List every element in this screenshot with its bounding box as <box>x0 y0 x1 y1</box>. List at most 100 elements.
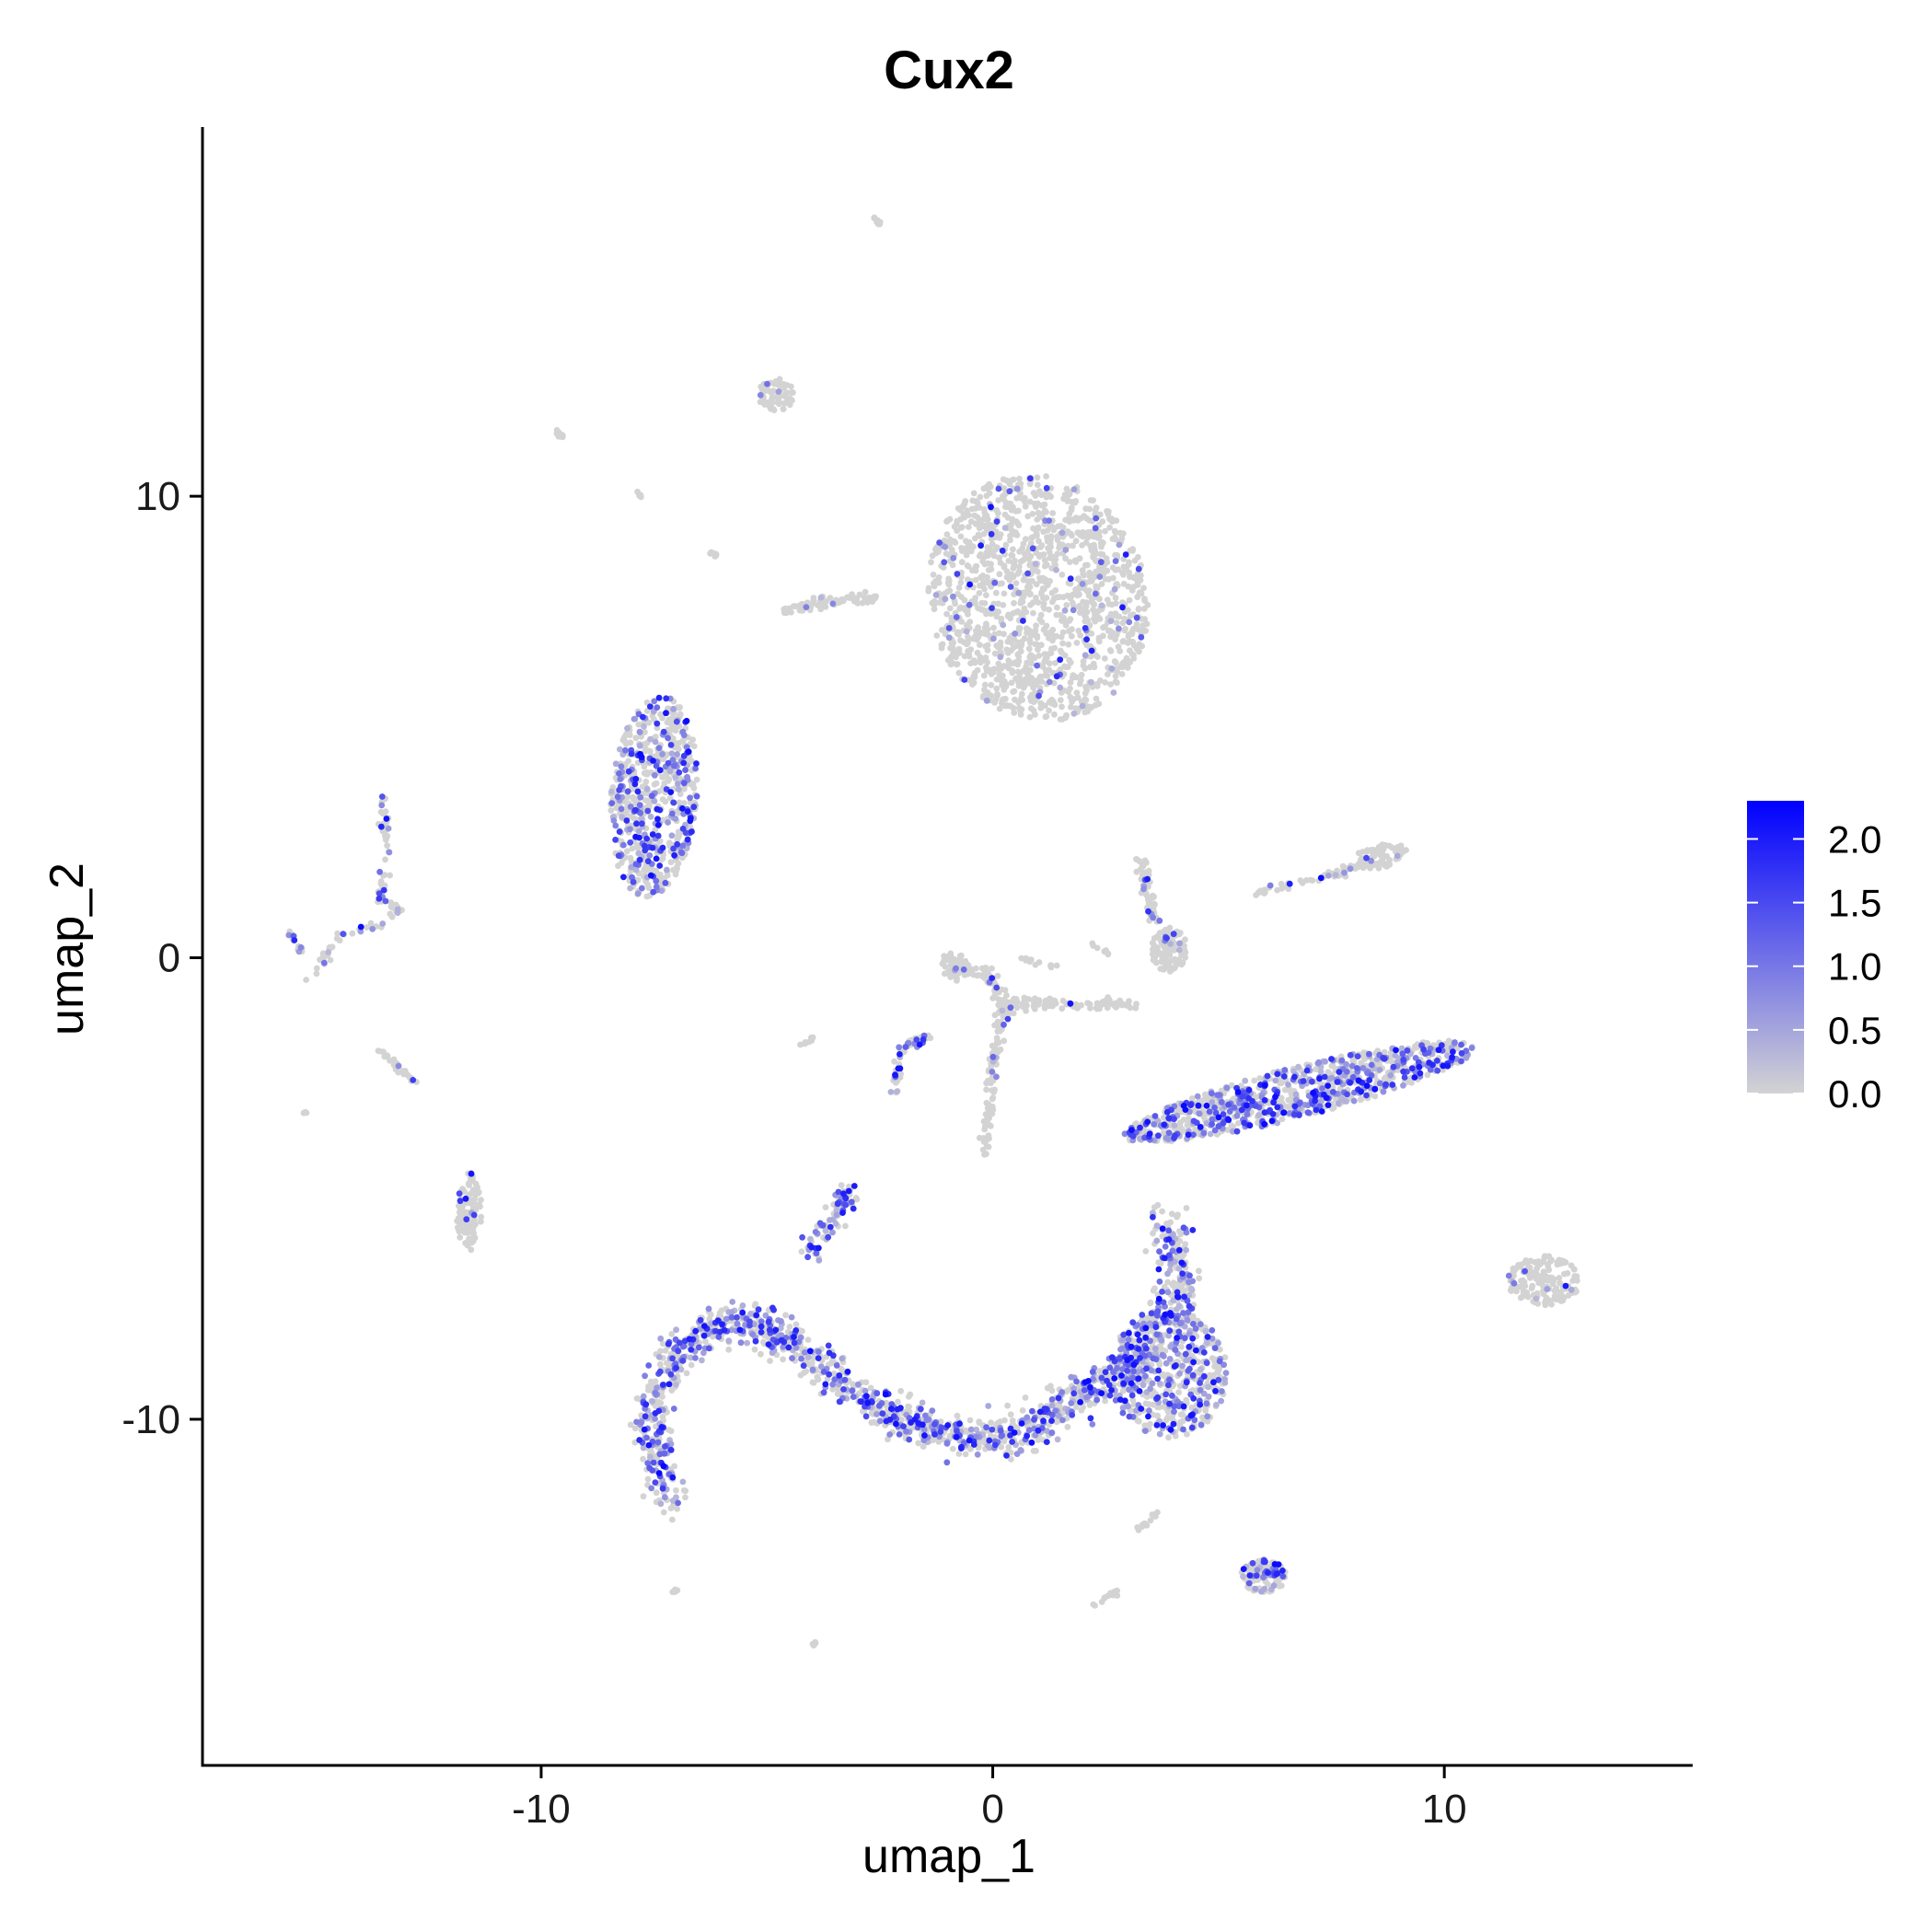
cell-point <box>980 692 987 700</box>
cell-point <box>1197 1366 1204 1372</box>
cell-point <box>947 644 954 652</box>
cell-point <box>1023 589 1030 596</box>
cell-point <box>400 1070 407 1078</box>
cell-point <box>1096 638 1103 645</box>
cell-point <box>1165 1434 1172 1441</box>
cell-point <box>679 737 687 745</box>
cell-point <box>1317 1069 1325 1075</box>
cell-point <box>1278 880 1285 887</box>
cell-point <box>919 1399 926 1406</box>
cell-point <box>688 1361 695 1369</box>
cell-point <box>983 1136 990 1143</box>
cell-point <box>1574 1278 1580 1284</box>
cell-point <box>1099 518 1106 525</box>
cell-point <box>809 1379 816 1386</box>
cell-point <box>1005 665 1012 672</box>
cell-point <box>1005 558 1012 564</box>
cell-point <box>676 799 683 806</box>
cell-point <box>1044 1384 1051 1392</box>
cell-point <box>1037 642 1045 649</box>
cell-point <box>632 866 640 873</box>
cell-point <box>1045 536 1051 543</box>
cell-point <box>1047 650 1055 656</box>
cell-point <box>767 1358 773 1364</box>
cell-point <box>1155 1259 1163 1266</box>
cell-point <box>1135 553 1141 561</box>
cell-point <box>1060 495 1067 503</box>
cell-point <box>1570 1266 1578 1273</box>
cell-point <box>1081 611 1088 619</box>
cell-point <box>1070 516 1077 524</box>
cell-point <box>1076 584 1083 592</box>
cell-point <box>1032 561 1039 567</box>
cell-point <box>1059 640 1066 647</box>
cell-point <box>1147 1420 1153 1428</box>
cell-point <box>965 563 972 570</box>
cell-point <box>1109 564 1116 571</box>
cell-point <box>1102 679 1108 686</box>
cell-point <box>906 1404 912 1410</box>
cell-point <box>457 1221 465 1229</box>
cell-point <box>1021 999 1028 1005</box>
cell-point <box>897 1070 904 1077</box>
cell-point <box>1064 664 1071 670</box>
cell-point <box>1127 647 1133 654</box>
cell-point <box>1278 1094 1285 1102</box>
cell-point <box>635 721 642 728</box>
cell-point <box>1330 1104 1337 1110</box>
cell-point <box>641 723 647 730</box>
cell-point <box>1168 1210 1175 1218</box>
cell-point <box>1127 612 1134 619</box>
cell-point <box>1082 689 1089 697</box>
cell-point <box>1069 532 1075 539</box>
cell-point <box>993 685 1001 692</box>
cell-point <box>1098 1598 1105 1605</box>
cell-point <box>1080 658 1087 665</box>
cell-point <box>1035 553 1043 561</box>
cell-point <box>1009 669 1016 677</box>
cell-point <box>1011 599 1017 607</box>
cell-point <box>1054 537 1061 544</box>
cell-point <box>1102 1397 1108 1405</box>
cell-point <box>994 1018 1001 1025</box>
cell-point <box>1150 1230 1156 1237</box>
cell-point <box>1068 504 1075 512</box>
cell-point <box>1088 678 1094 686</box>
cell-point <box>1556 1279 1563 1287</box>
cell-point <box>935 574 943 581</box>
cell-point <box>477 1218 484 1225</box>
cell-point <box>975 633 982 641</box>
cell-point <box>1046 1002 1053 1010</box>
cell-point <box>1011 710 1018 716</box>
cell-point <box>984 521 991 528</box>
cell-point <box>1517 1294 1524 1301</box>
cell-point <box>852 1195 860 1201</box>
cell-point <box>1036 512 1044 519</box>
cell-point <box>838 1365 845 1372</box>
cell-point <box>1078 1406 1085 1414</box>
cell-point <box>313 965 320 972</box>
cell-point <box>1359 864 1367 872</box>
cell-point <box>868 1419 875 1426</box>
cell-point <box>822 1227 829 1234</box>
cell-point <box>1444 1052 1451 1059</box>
cell-point <box>1521 1278 1528 1286</box>
cell-point <box>1313 1066 1319 1073</box>
cell-point <box>469 1197 475 1204</box>
cell-point <box>1188 1287 1196 1293</box>
cell-point <box>935 579 943 586</box>
cell-point <box>1078 671 1085 678</box>
cell-point <box>674 863 680 871</box>
cell-point <box>1096 596 1103 603</box>
cell-point <box>1017 491 1024 497</box>
cell-point <box>1129 547 1136 554</box>
cell-point <box>657 1348 664 1355</box>
cell-point <box>1526 1264 1533 1271</box>
cell-point <box>1082 683 1089 690</box>
cell-point <box>945 577 953 584</box>
cell-point <box>1082 603 1090 610</box>
cell-point <box>1126 998 1132 1005</box>
cell-point <box>985 1143 992 1151</box>
cell-point <box>1020 1003 1026 1011</box>
cell-point <box>375 1047 382 1054</box>
